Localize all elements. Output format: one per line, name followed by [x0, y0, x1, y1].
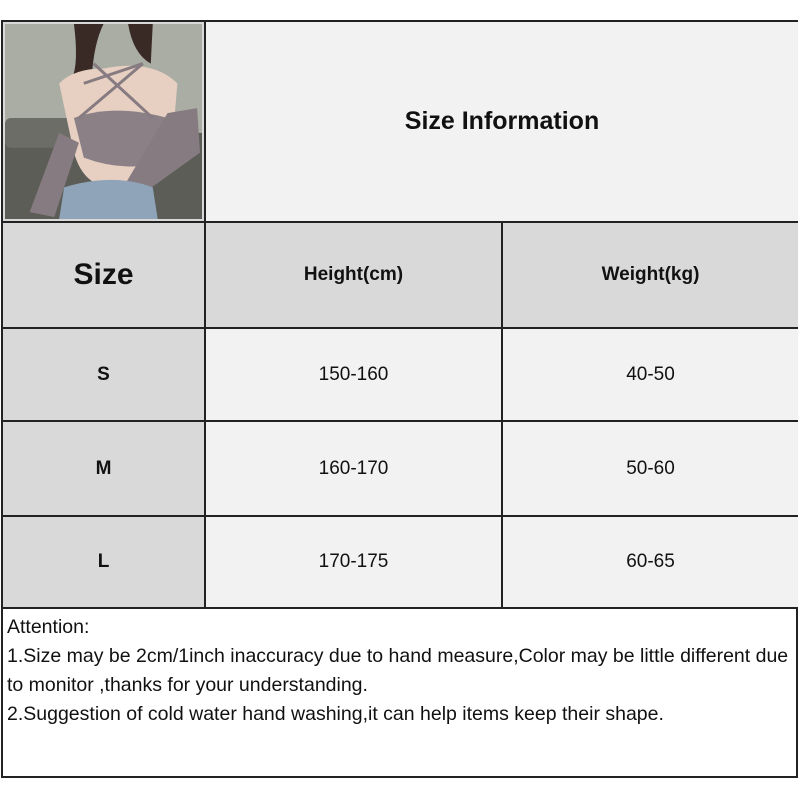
header-weight: Weight(kg)	[503, 223, 798, 329]
header-height: Height(cm)	[206, 223, 503, 329]
row-l-weight: 60-65	[503, 517, 798, 609]
header-size: Size	[3, 223, 206, 329]
row-l-size: L	[3, 517, 206, 609]
attention-heading: Attention:	[7, 616, 90, 638]
page-title: Size Information	[206, 22, 798, 223]
row-s-size: S	[3, 329, 206, 422]
attention-line-1: 1.Size may be 2cm/1inch inaccuracy due t…	[7, 645, 789, 696]
row-m-height: 160-170	[206, 422, 503, 517]
row-s-height: 150-160	[206, 329, 503, 422]
product-photo	[3, 22, 206, 223]
attention-line-2: 2.Suggestion of cold water hand washing,…	[7, 703, 664, 725]
attention-note: Attention: 1.Size may be 2cm/1inch inacc…	[3, 609, 796, 776]
row-m-weight: 50-60	[503, 422, 798, 517]
product-photo-image	[5, 24, 202, 219]
row-m-size: M	[3, 422, 206, 517]
size-chart-table: Size Information Size Height(cm) Weight(…	[1, 20, 798, 778]
row-s-weight: 40-50	[503, 329, 798, 422]
row-l-height: 170-175	[206, 517, 503, 609]
